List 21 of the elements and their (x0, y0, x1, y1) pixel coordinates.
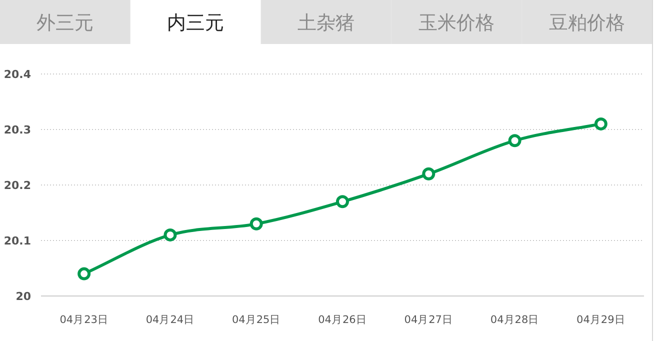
point (422, 167, 436, 180)
point (164, 228, 177, 242)
x-tick-label: 04月28日 (490, 314, 540, 326)
y-tick-label: 20.4 (4, 68, 32, 81)
point (336, 195, 349, 208)
point (250, 217, 263, 230)
x-tick-label: 04月24日 (146, 314, 195, 326)
point (508, 134, 522, 148)
x-tick-label: 04月23日 (60, 314, 108, 326)
point (594, 117, 608, 130)
x-tick-label: 04月26日 (318, 314, 367, 326)
tabs: 外三元 内三元 土杂猪 玉米价格 豆粕价格 (0, 0, 652, 44)
x-tick-label: 04月25日 (232, 314, 281, 326)
y-tick-label: 20.1 (4, 234, 31, 248)
y-tick-label: 20.3 (4, 124, 31, 136)
chart-title: 内三元 (167, 12, 224, 34)
y-tick-label: 20.2 (4, 179, 31, 192)
point (78, 267, 91, 280)
x-tick-label: 04月27日 (404, 314, 454, 326)
y-tick-label: 20 (16, 290, 32, 303)
x-tick-label: 04月29日 (576, 314, 626, 326)
